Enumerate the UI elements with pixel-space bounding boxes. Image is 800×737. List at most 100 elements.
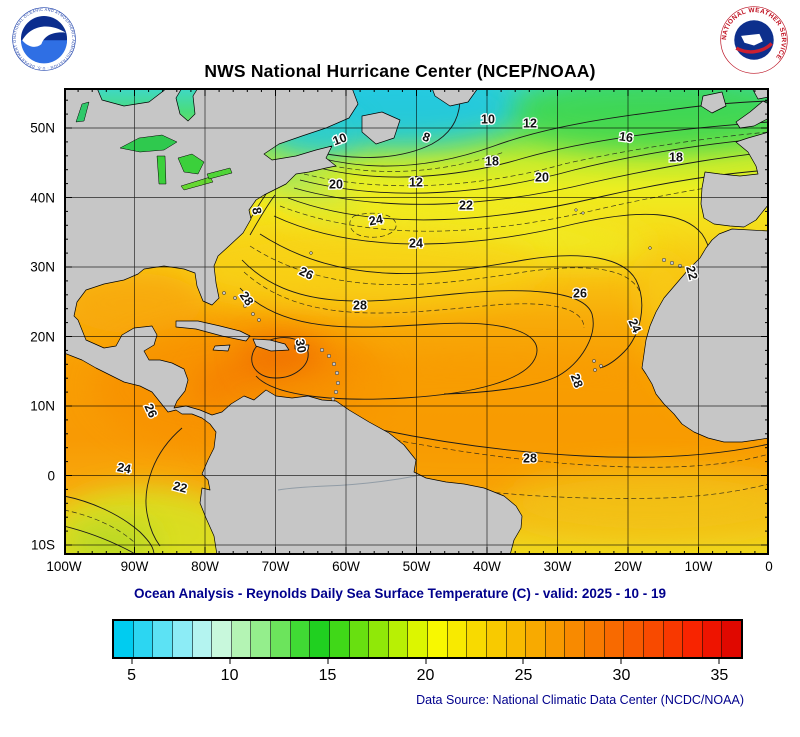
- colorbar-labels: 5 10 15 20 25 30 35: [112, 659, 739, 691]
- lon-tick-label: 40W: [473, 559, 501, 574]
- contour-label: 28: [353, 298, 367, 312]
- nws-logo-map-shape: [741, 33, 763, 46]
- page-title: NWS National Hurricane Center (NCEP/NOAA…: [204, 61, 596, 81]
- contour-label: 18: [485, 154, 499, 168]
- colorbar-segment: [349, 621, 370, 657]
- colorbar-segment: [408, 621, 428, 657]
- colorbar-tick: [522, 659, 524, 664]
- colorbar-segment: [526, 621, 546, 657]
- lat-tick-label: 40N: [30, 190, 55, 205]
- contour-label: 24: [116, 460, 132, 476]
- land-puerto-rico: [294, 344, 310, 351]
- contour-label: 12: [409, 175, 423, 189]
- contour-label: 24: [368, 212, 384, 228]
- colorbar-tick-label: 25: [514, 667, 533, 684]
- lon-axis: 100W 90W 80W 70W 60W 50W 40W 30W 20W 10W 0: [0, 555, 800, 583]
- lon-tick-label: 70W: [261, 559, 290, 574]
- colorbar-segment: [545, 621, 566, 657]
- colorbar-segment: [114, 621, 134, 657]
- colorbar-segment: [624, 621, 644, 657]
- lat-tick-label: 20N: [30, 329, 55, 344]
- contour-label: 10: [331, 130, 349, 148]
- lon-tick-label: 0: [765, 559, 773, 574]
- lon-tick-label: 10W: [684, 559, 713, 574]
- lat-tick-label: 10S: [30, 537, 55, 553]
- colorbar-segment: [212, 621, 232, 657]
- lon-tick-label: 100W: [46, 559, 82, 574]
- lon-tick-label: 80W: [191, 559, 219, 574]
- colorbar-tick: [718, 659, 720, 664]
- contour-label: 28: [523, 451, 537, 465]
- lat-axis: 50N 40N 30N 20N 10N 0 10S: [0, 88, 60, 555]
- colorbar-tick-label: 20: [416, 667, 435, 684]
- lat-tick-label: 30N: [30, 259, 55, 275]
- colorbar-tick-label: 35: [710, 667, 729, 684]
- colorbar-tick: [131, 659, 133, 664]
- contour-label: 8: [249, 206, 264, 215]
- lon-tick-label: 90W: [120, 559, 149, 574]
- land-ireland: [700, 91, 727, 114]
- noaa-logo: NATIONAL OCEANIC AND ATMOSPHERIC ADMINIS…: [12, 7, 76, 71]
- land-africa: [641, 228, 769, 443]
- colorbar-segment: [565, 621, 585, 657]
- colorbar-segment: [369, 621, 389, 657]
- lon-tick-label: 50W: [402, 559, 431, 574]
- colorbar-tick-label: 15: [318, 667, 337, 684]
- contour-label: 20: [535, 170, 549, 184]
- contour-label: 22: [683, 264, 700, 281]
- map-area: 50N 40N 30N 20N 10N 0 10S: [0, 88, 800, 555]
- colorbar-segment: [428, 621, 448, 657]
- lat-tick-label: 50N: [30, 120, 55, 136]
- land-hispaniola: [252, 338, 290, 352]
- lon-tick-label: 60W: [332, 559, 360, 574]
- colorbar-segment: [702, 621, 723, 657]
- grid-lines: [64, 88, 769, 555]
- land-iberia-france: [700, 131, 769, 228]
- colorbar-segment: [604, 621, 625, 657]
- lon-tick-label: 20W: [614, 559, 642, 574]
- colorbar-segment: [231, 621, 252, 657]
- contour-label: 26: [573, 286, 587, 300]
- colorbar-segment: [329, 621, 350, 657]
- contour-label: 28: [568, 372, 586, 390]
- contour-label: 30: [293, 338, 309, 354]
- contour-label: 18: [669, 150, 683, 164]
- colorbar-segment: [251, 621, 271, 657]
- colorbar-tick: [327, 659, 329, 664]
- colorbar-tick: [620, 659, 622, 664]
- lake-huron: [177, 153, 205, 175]
- colorbar: [112, 619, 743, 659]
- colorbar-segment: [663, 621, 684, 657]
- land-jamaica: [212, 344, 231, 352]
- colorbar-segment: [290, 621, 311, 657]
- colorbar-segment: [310, 621, 330, 657]
- contour-label: 24: [409, 236, 423, 250]
- colorbar-segment: [172, 621, 193, 657]
- colorbar-segment: [643, 621, 664, 657]
- colorbar-tick: [229, 659, 231, 664]
- nws-logo: NATIONAL WEATHER SERVICE: [720, 6, 788, 74]
- contour-label: 22: [459, 198, 473, 212]
- colorbar-tick: [425, 659, 426, 664]
- map-frame: [64, 88, 769, 555]
- colorbar-segment: [506, 621, 527, 657]
- lake-ontario: [206, 167, 233, 180]
- colorbar-segment: [467, 621, 487, 657]
- colorbar-segment: [447, 621, 468, 657]
- amazon-river: [277, 475, 417, 491]
- contour-label: 22: [172, 479, 189, 496]
- land-masses: [64, 88, 769, 555]
- data-source: Data Source: National Climatic Data Cent…: [416, 693, 744, 707]
- lake-winnipeg: [75, 101, 90, 123]
- contour-label: 10: [481, 112, 495, 126]
- colorbar-segment: [388, 621, 409, 657]
- colorbar-segment: [133, 621, 154, 657]
- land-scotland: [751, 88, 769, 100]
- land-americas: [64, 88, 523, 555]
- colorbar-tick-label: 30: [612, 667, 631, 684]
- map-subtitle: Ocean Analysis - Reynolds Daily Sea Surf…: [134, 586, 666, 601]
- colorbar-segment: [722, 621, 741, 657]
- colorbar-segment: [585, 621, 605, 657]
